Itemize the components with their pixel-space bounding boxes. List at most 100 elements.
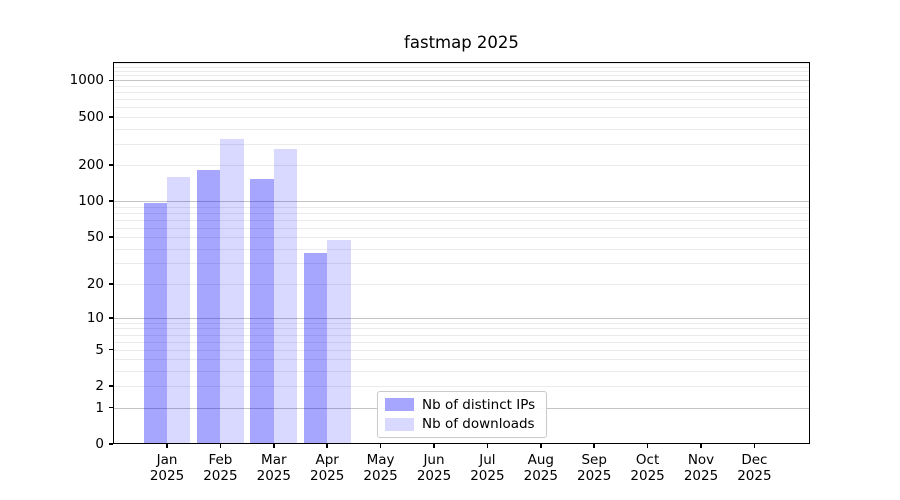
y-tick-mark [109, 236, 113, 238]
minor-gridline [113, 349, 810, 351]
x-tick-year: 2025 [363, 468, 398, 484]
y-tick-label: 20 [86, 275, 104, 292]
bar-downloads [220, 139, 244, 444]
y-tick-label: 2 [95, 378, 104, 395]
minor-gridline [113, 70, 810, 72]
x-tick-mark [326, 444, 328, 448]
bar-downloads [167, 176, 191, 444]
x-tick-year: 2025 [577, 468, 612, 484]
bar-downloads [273, 149, 298, 444]
y-tick-mark [109, 443, 113, 445]
minor-gridline [113, 248, 810, 250]
y-tick-label: 50 [86, 229, 104, 246]
x-tick-month: Feb [208, 452, 233, 468]
minor-gridline [113, 66, 810, 68]
legend-label-downloads: Nb of downloads [422, 416, 535, 433]
legend: Nb of distinct IPs Nb of downloads [377, 391, 547, 438]
y-tick-label: 1000 [69, 72, 104, 89]
minor-gridline [113, 164, 810, 166]
minor-gridline [113, 62, 810, 64]
minor-gridline [113, 75, 810, 77]
minor-gridline [113, 128, 810, 130]
bar-downloads [327, 240, 351, 444]
minor-gridline [113, 371, 810, 373]
x-tick-label: Nov 2025 [661, 452, 741, 484]
y-tick-mark [109, 116, 113, 118]
bar-distinct-ips [143, 203, 167, 444]
y-tick-label: 100 [78, 193, 104, 210]
legend-row-downloads: Nb of downloads [385, 415, 539, 435]
y-tick-mark [109, 200, 113, 202]
minor-gridline [113, 227, 810, 229]
y-tick-label: 500 [78, 108, 104, 125]
minor-gridline [113, 328, 810, 330]
x-tick-label: Apr 2025 [287, 452, 367, 484]
x-tick-label: Dec 2025 [714, 452, 794, 484]
x-tick-mark [219, 444, 222, 448]
minor-gridline [113, 212, 810, 214]
x-tick-label: Sep 2025 [554, 452, 634, 484]
minor-gridline [113, 263, 810, 265]
x-tick-mark [646, 444, 649, 448]
minor-gridline [113, 341, 810, 343]
major-gridline [113, 80, 810, 82]
x-tick-year: 2025 [630, 468, 665, 484]
y-tick-mark [109, 385, 113, 387]
x-tick-year: 2025 [256, 468, 291, 484]
x-tick-year: 2025 [683, 468, 719, 484]
x-tick-year: 2025 [149, 468, 185, 484]
x-tick-month: Sep [581, 452, 607, 468]
x-tick-mark [379, 444, 382, 448]
x-tick-label: Aug 2025 [501, 452, 581, 484]
x-tick-month: Dec [741, 452, 768, 468]
x-tick-month: Jul [479, 452, 496, 468]
x-tick-label: Jun 2025 [394, 452, 474, 484]
x-tick-month: Apr [315, 452, 339, 468]
minor-gridline [113, 107, 810, 109]
x-tick-year: 2025 [523, 468, 558, 484]
y-tick-mark [109, 283, 113, 285]
chart-title: fastmap 2025 [404, 33, 519, 52]
y-tick-label: 10 [86, 309, 104, 326]
x-tick-mark [540, 444, 542, 448]
x-tick-month: Aug [527, 452, 554, 468]
y-tick-mark [109, 79, 113, 82]
minor-gridline [113, 359, 810, 361]
minor-gridline [113, 85, 810, 87]
minor-gridline [113, 116, 810, 118]
bar-distinct-ips [303, 252, 328, 444]
minor-gridline [113, 219, 810, 221]
x-tick-mark [753, 444, 756, 448]
y-tick-label: 0 [95, 436, 104, 452]
y-tick-label: 200 [78, 156, 104, 173]
y-tick-mark [109, 348, 113, 351]
x-tick-mark [593, 444, 595, 448]
x-tick-year: 2025 [470, 468, 505, 484]
legend-label-distinct-ips: Nb of distinct IPs [422, 396, 536, 413]
x-tick-mark [700, 444, 702, 448]
plot-area [113, 62, 810, 444]
minor-gridline [113, 206, 810, 208]
bar-distinct-ips [250, 179, 274, 444]
minor-gridline [113, 92, 810, 94]
x-tick-mark [486, 444, 489, 448]
minor-gridline [113, 322, 810, 324]
y-tick-mark [109, 164, 113, 166]
y-tick-label: 5 [95, 341, 104, 358]
bar-distinct-ips [197, 170, 221, 444]
x-tick-mark [433, 444, 435, 448]
x-tick-label: May 2025 [341, 452, 421, 484]
x-tick-mark [166, 444, 168, 448]
x-tick-label: Feb 2025 [180, 452, 260, 484]
x-tick-month: May [366, 452, 395, 468]
x-tick-label: Jul 2025 [447, 452, 527, 484]
x-tick-year: 2025 [203, 468, 238, 484]
y-tick-mark [109, 406, 113, 409]
major-gridline [113, 201, 810, 203]
x-tick-year: 2025 [737, 468, 772, 484]
minor-gridline [113, 143, 810, 145]
legend-swatch-distinct-ips [385, 398, 414, 412]
x-tick-year: 2025 [416, 468, 452, 484]
y-tick-mark [109, 317, 113, 319]
